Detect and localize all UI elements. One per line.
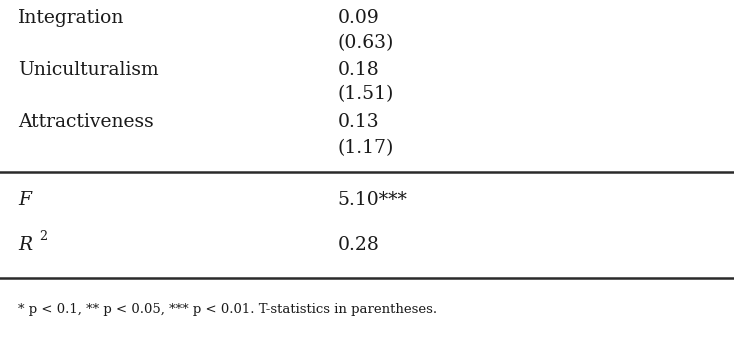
Text: 2: 2 bbox=[39, 230, 47, 243]
Text: 0.28: 0.28 bbox=[338, 236, 379, 254]
Text: (1.17): (1.17) bbox=[338, 139, 394, 157]
Text: Uniculturalism: Uniculturalism bbox=[18, 61, 159, 79]
Text: Attractiveness: Attractiveness bbox=[18, 113, 154, 131]
Text: 5.10***: 5.10*** bbox=[338, 191, 407, 209]
Text: (1.51): (1.51) bbox=[338, 85, 394, 103]
Text: F: F bbox=[18, 191, 32, 209]
Text: 0.18: 0.18 bbox=[338, 61, 379, 79]
Text: R: R bbox=[18, 236, 32, 254]
Text: * p < 0.1, ** p < 0.05, *** p < 0.01. T-statistics in parentheses.: * p < 0.1, ** p < 0.05, *** p < 0.01. T-… bbox=[18, 303, 437, 317]
Text: 0.13: 0.13 bbox=[338, 113, 379, 131]
Text: 0.09: 0.09 bbox=[338, 9, 379, 27]
Text: Integration: Integration bbox=[18, 9, 125, 27]
Text: (0.63): (0.63) bbox=[338, 34, 394, 52]
